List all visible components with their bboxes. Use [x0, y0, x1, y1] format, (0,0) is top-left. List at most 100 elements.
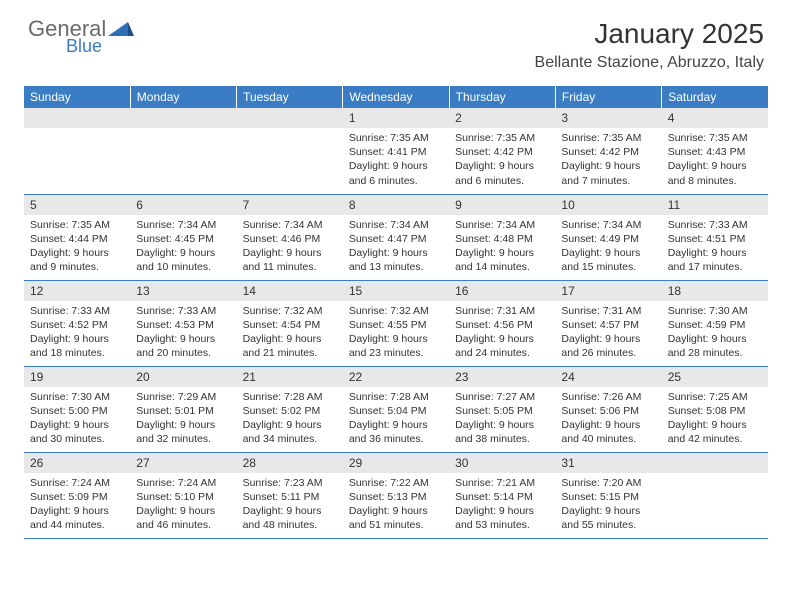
day-number: 29 — [343, 453, 449, 473]
day-number: 8 — [343, 195, 449, 215]
day-content: Sunrise: 7:23 AMSunset: 5:11 PMDaylight:… — [237, 473, 343, 537]
day-number: 17 — [555, 281, 661, 301]
weekday-header: Tuesday — [237, 86, 343, 108]
day-content: Sunrise: 7:35 AMSunset: 4:41 PMDaylight:… — [343, 128, 449, 192]
day-number — [24, 108, 130, 128]
day-content — [237, 128, 343, 186]
day-content: Sunrise: 7:26 AMSunset: 5:06 PMDaylight:… — [555, 387, 661, 451]
day-number: 6 — [130, 195, 236, 215]
calendar-day-cell — [130, 108, 236, 194]
calendar-day-cell: 26Sunrise: 7:24 AMSunset: 5:09 PMDayligh… — [24, 452, 130, 538]
calendar-day-cell: 13Sunrise: 7:33 AMSunset: 4:53 PMDayligh… — [130, 280, 236, 366]
day-number: 2 — [449, 108, 555, 128]
day-content: Sunrise: 7:34 AMSunset: 4:47 PMDaylight:… — [343, 215, 449, 279]
calendar-day-cell: 9Sunrise: 7:34 AMSunset: 4:48 PMDaylight… — [449, 194, 555, 280]
day-content: Sunrise: 7:20 AMSunset: 5:15 PMDaylight:… — [555, 473, 661, 537]
month-title: January 2025 — [535, 18, 764, 50]
calendar-day-cell: 8Sunrise: 7:34 AMSunset: 4:47 PMDaylight… — [343, 194, 449, 280]
day-number: 23 — [449, 367, 555, 387]
day-number: 20 — [130, 367, 236, 387]
calendar-day-cell: 6Sunrise: 7:34 AMSunset: 4:45 PMDaylight… — [130, 194, 236, 280]
day-number: 24 — [555, 367, 661, 387]
day-number: 16 — [449, 281, 555, 301]
logo: General Blue — [28, 18, 134, 57]
calendar-day-cell: 29Sunrise: 7:22 AMSunset: 5:13 PMDayligh… — [343, 452, 449, 538]
day-content: Sunrise: 7:22 AMSunset: 5:13 PMDaylight:… — [343, 473, 449, 537]
calendar-day-cell: 10Sunrise: 7:34 AMSunset: 4:49 PMDayligh… — [555, 194, 661, 280]
weekday-header: Monday — [130, 86, 236, 108]
calendar-week-row: 19Sunrise: 7:30 AMSunset: 5:00 PMDayligh… — [24, 366, 768, 452]
day-content: Sunrise: 7:33 AMSunset: 4:51 PMDaylight:… — [662, 215, 768, 279]
calendar-week-row: 12Sunrise: 7:33 AMSunset: 4:52 PMDayligh… — [24, 280, 768, 366]
calendar-head: SundayMondayTuesdayWednesdayThursdayFrid… — [24, 86, 768, 108]
calendar-day-cell: 30Sunrise: 7:21 AMSunset: 5:14 PMDayligh… — [449, 452, 555, 538]
day-content: Sunrise: 7:32 AMSunset: 4:55 PMDaylight:… — [343, 301, 449, 365]
location-subtitle: Bellante Stazione, Abruzzo, Italy — [535, 54, 764, 72]
calendar-week-row: 1Sunrise: 7:35 AMSunset: 4:41 PMDaylight… — [24, 108, 768, 194]
day-number: 27 — [130, 453, 236, 473]
day-content: Sunrise: 7:31 AMSunset: 4:57 PMDaylight:… — [555, 301, 661, 365]
day-number: 22 — [343, 367, 449, 387]
calendar-week-row: 26Sunrise: 7:24 AMSunset: 5:09 PMDayligh… — [24, 452, 768, 538]
day-number: 10 — [555, 195, 661, 215]
weekday-header: Thursday — [449, 86, 555, 108]
calendar-day-cell: 21Sunrise: 7:28 AMSunset: 5:02 PMDayligh… — [237, 366, 343, 452]
day-number — [130, 108, 236, 128]
calendar-day-cell: 24Sunrise: 7:26 AMSunset: 5:06 PMDayligh… — [555, 366, 661, 452]
calendar-day-cell: 1Sunrise: 7:35 AMSunset: 4:41 PMDaylight… — [343, 108, 449, 194]
calendar-table: SundayMondayTuesdayWednesdayThursdayFrid… — [24, 86, 768, 539]
day-content: Sunrise: 7:30 AMSunset: 5:00 PMDaylight:… — [24, 387, 130, 451]
day-content: Sunrise: 7:34 AMSunset: 4:45 PMDaylight:… — [130, 215, 236, 279]
weekday-header: Sunday — [24, 86, 130, 108]
day-number: 15 — [343, 281, 449, 301]
day-content: Sunrise: 7:21 AMSunset: 5:14 PMDaylight:… — [449, 473, 555, 537]
day-content: Sunrise: 7:35 AMSunset: 4:42 PMDaylight:… — [555, 128, 661, 192]
calendar-day-cell: 7Sunrise: 7:34 AMSunset: 4:46 PMDaylight… — [237, 194, 343, 280]
day-number — [237, 108, 343, 128]
day-content — [24, 128, 130, 186]
calendar-day-cell: 25Sunrise: 7:25 AMSunset: 5:08 PMDayligh… — [662, 366, 768, 452]
day-content: Sunrise: 7:31 AMSunset: 4:56 PMDaylight:… — [449, 301, 555, 365]
calendar-day-cell: 16Sunrise: 7:31 AMSunset: 4:56 PMDayligh… — [449, 280, 555, 366]
day-number: 4 — [662, 108, 768, 128]
day-number: 9 — [449, 195, 555, 215]
day-content: Sunrise: 7:24 AMSunset: 5:10 PMDaylight:… — [130, 473, 236, 537]
calendar-day-cell: 28Sunrise: 7:23 AMSunset: 5:11 PMDayligh… — [237, 452, 343, 538]
day-content: Sunrise: 7:28 AMSunset: 5:02 PMDaylight:… — [237, 387, 343, 451]
day-content: Sunrise: 7:27 AMSunset: 5:05 PMDaylight:… — [449, 387, 555, 451]
day-number: 31 — [555, 453, 661, 473]
calendar-day-cell — [237, 108, 343, 194]
calendar-day-cell — [24, 108, 130, 194]
calendar-day-cell: 4Sunrise: 7:35 AMSunset: 4:43 PMDaylight… — [662, 108, 768, 194]
calendar-day-cell: 15Sunrise: 7:32 AMSunset: 4:55 PMDayligh… — [343, 280, 449, 366]
day-number: 12 — [24, 281, 130, 301]
weekday-header: Saturday — [662, 86, 768, 108]
calendar-day-cell: 11Sunrise: 7:33 AMSunset: 4:51 PMDayligh… — [662, 194, 768, 280]
logo-triangle-icon — [108, 20, 134, 38]
day-content — [130, 128, 236, 186]
day-content: Sunrise: 7:32 AMSunset: 4:54 PMDaylight:… — [237, 301, 343, 365]
day-number: 5 — [24, 195, 130, 215]
calendar-day-cell: 23Sunrise: 7:27 AMSunset: 5:05 PMDayligh… — [449, 366, 555, 452]
day-content: Sunrise: 7:24 AMSunset: 5:09 PMDaylight:… — [24, 473, 130, 537]
calendar-day-cell: 22Sunrise: 7:28 AMSunset: 5:04 PMDayligh… — [343, 366, 449, 452]
day-number: 19 — [24, 367, 130, 387]
title-block: January 2025 Bellante Stazione, Abruzzo,… — [535, 18, 764, 72]
calendar-body: 1Sunrise: 7:35 AMSunset: 4:41 PMDaylight… — [24, 108, 768, 538]
day-content: Sunrise: 7:25 AMSunset: 5:08 PMDaylight:… — [662, 387, 768, 451]
day-content: Sunrise: 7:33 AMSunset: 4:53 PMDaylight:… — [130, 301, 236, 365]
day-number: 11 — [662, 195, 768, 215]
day-content: Sunrise: 7:29 AMSunset: 5:01 PMDaylight:… — [130, 387, 236, 451]
day-content: Sunrise: 7:34 AMSunset: 4:46 PMDaylight:… — [237, 215, 343, 279]
day-number: 18 — [662, 281, 768, 301]
day-number: 3 — [555, 108, 661, 128]
day-content: Sunrise: 7:34 AMSunset: 4:48 PMDaylight:… — [449, 215, 555, 279]
day-content: Sunrise: 7:33 AMSunset: 4:52 PMDaylight:… — [24, 301, 130, 365]
calendar-day-cell: 14Sunrise: 7:32 AMSunset: 4:54 PMDayligh… — [237, 280, 343, 366]
day-content: Sunrise: 7:30 AMSunset: 4:59 PMDaylight:… — [662, 301, 768, 365]
calendar-day-cell — [662, 452, 768, 538]
day-number — [662, 453, 768, 473]
day-content: Sunrise: 7:35 AMSunset: 4:44 PMDaylight:… — [24, 215, 130, 279]
calendar-day-cell: 31Sunrise: 7:20 AMSunset: 5:15 PMDayligh… — [555, 452, 661, 538]
day-number: 28 — [237, 453, 343, 473]
